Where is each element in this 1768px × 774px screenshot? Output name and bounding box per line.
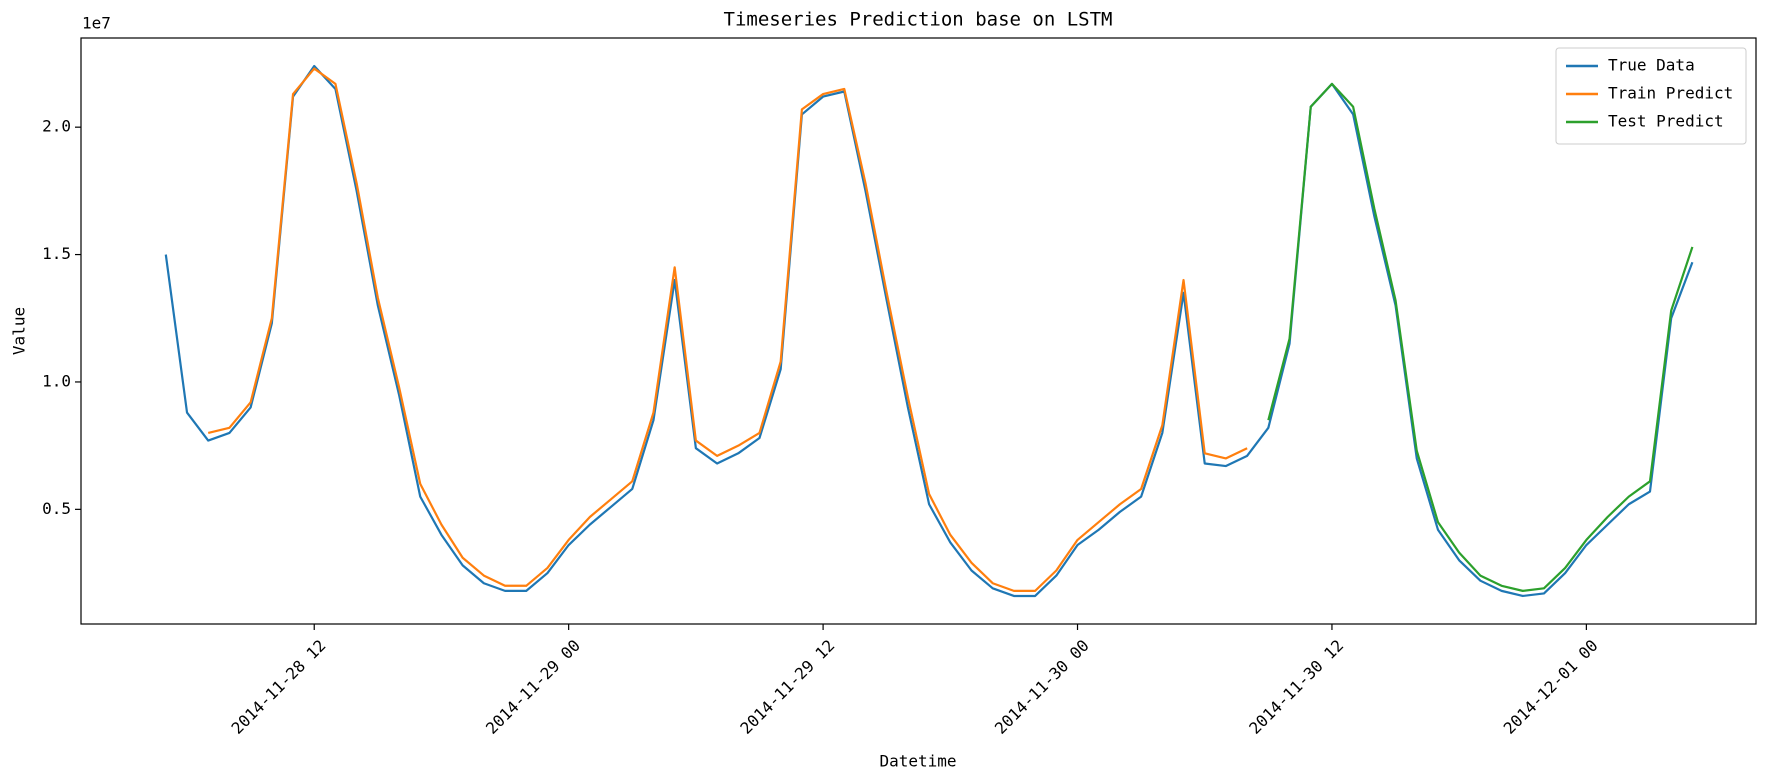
chart-title: Timeseries Prediction base on LSTM <box>724 9 1113 31</box>
x-tick-label: 2014-12-01 00 <box>1500 636 1602 738</box>
series-line <box>207 67 1248 592</box>
y-tick-label: 0.5 <box>42 499 71 518</box>
x-tick-label: 2014-11-28 12 <box>228 636 330 738</box>
y-axis-label: Value <box>10 307 29 355</box>
y-offset-label: 1e7 <box>82 14 111 33</box>
x-axis-label: Datetime <box>879 752 956 771</box>
y-tick-label: 1.5 <box>42 244 71 263</box>
series-line <box>164 64 1694 598</box>
x-tick-label: 2014-11-30 00 <box>991 636 1093 738</box>
x-tick-label: 2014-11-30 12 <box>1245 636 1347 738</box>
x-tick-label: 2014-11-29 12 <box>736 636 838 738</box>
legend-box <box>1555 47 1747 145</box>
series-line <box>1267 82 1694 592</box>
y-tick-label: 2.0 <box>42 117 71 136</box>
y-tick-label: 1.0 <box>42 371 71 390</box>
legend-label: Train Predict <box>1608 84 1733 103</box>
legend-label: Test Predict <box>1608 112 1724 131</box>
legend-label: True Data <box>1608 56 1695 75</box>
plot-frame <box>80 37 1757 625</box>
x-tick-label: 2014-11-29 00 <box>482 636 584 738</box>
